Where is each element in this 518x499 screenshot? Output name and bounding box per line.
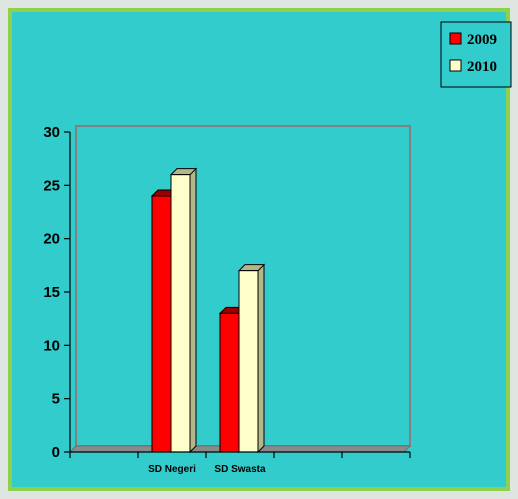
legend-swatch [449,59,462,72]
bar-2010-sd-swasta [238,270,259,453]
x-tick-label: SD Swasta [214,464,266,475]
y-tick-label: 5 [52,391,60,408]
bar-2009-sd-swasta [219,312,240,453]
bar-2010-sd-negeri [170,174,191,453]
legend-swatch [449,32,462,45]
y-tick-label: 15 [43,284,60,301]
y-tick-label: 0 [52,444,60,461]
axes: 0 5 10 15 20 25 30 SD Negeri SD Swasta [43,124,411,475]
bar-side [189,167,197,454]
y-tick-label: 25 [43,177,60,194]
legend: 2009 2010 [440,21,512,88]
x-tick-label: SD Negeri [148,464,196,475]
y-tick-label: 30 [43,124,60,141]
legend-label: 2010 [467,59,497,75]
bar-2009-sd-negeri [151,195,172,453]
legend-label: 2009 [467,32,497,48]
bars [150,167,266,454]
bar-side [257,263,265,454]
y-tick-label: 20 [43,231,60,248]
y-tick-label: 10 [43,337,60,354]
